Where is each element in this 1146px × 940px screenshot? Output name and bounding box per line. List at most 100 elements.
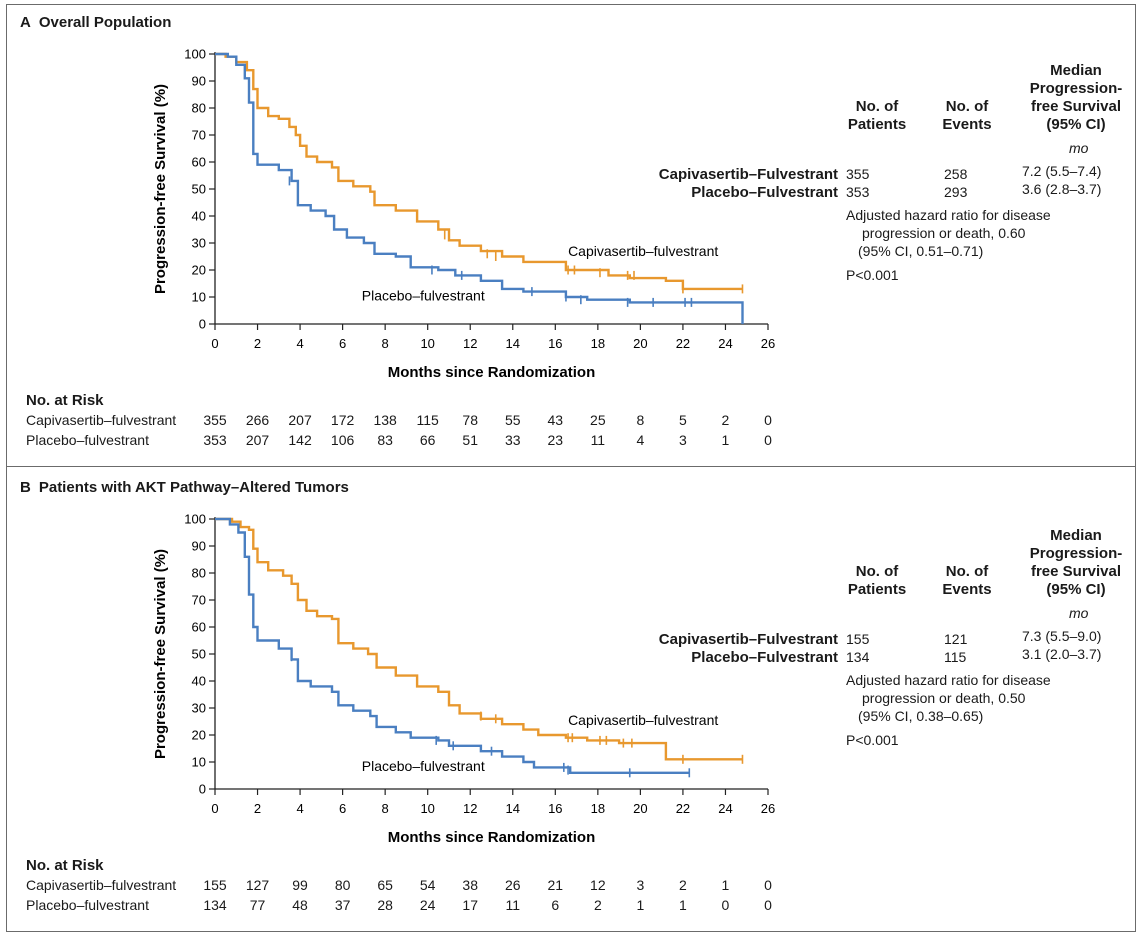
y-tick-label: 10 xyxy=(192,290,206,305)
risk-table-title: No. at Risk xyxy=(26,857,104,874)
risk-value: 25 xyxy=(590,412,606,428)
y-tick-label: 0 xyxy=(199,317,206,332)
x-tick-label: 16 xyxy=(548,801,562,816)
y-tick-label: 40 xyxy=(192,674,206,689)
figure-frame xyxy=(6,4,1136,932)
summary-row-median: 3.6 (2.8–3.7) xyxy=(1022,181,1102,197)
risk-value: 1 xyxy=(721,877,730,893)
risk-value: 43 xyxy=(547,412,564,428)
hazard-ratio-text: Adjusted hazard ratio for disease xyxy=(846,672,1051,688)
risk-value: 355 xyxy=(203,412,227,428)
risk-value: 5 xyxy=(679,412,687,428)
hazard-ratio-text: (95% CI, 0.38–0.65) xyxy=(858,708,984,724)
y-tick-label: 70 xyxy=(192,128,206,143)
y-tick-label: 10 xyxy=(192,755,206,770)
risk-value: 2 xyxy=(721,412,730,428)
x-tick-label: 18 xyxy=(591,336,605,351)
risk-row-label: Capivasertib–fulvestrant xyxy=(26,877,177,893)
x-tick-label: 6 xyxy=(339,801,346,816)
summary-row-median: 7.2 (5.5–7.4) xyxy=(1022,163,1102,179)
p-value: P<0.001 xyxy=(846,732,899,748)
risk-value: 8 xyxy=(636,412,645,428)
risk-row-label: Placebo–fulvestrant xyxy=(26,897,149,913)
risk-value: 48 xyxy=(292,897,308,913)
panel-letter: B xyxy=(20,479,31,496)
y-tick-label: 80 xyxy=(192,101,206,116)
x-tick-label: 4 xyxy=(296,801,303,816)
x-tick-label: 2 xyxy=(254,336,261,351)
header-events: No. of Events xyxy=(922,563,1012,599)
y-tick-label: 70 xyxy=(192,593,206,608)
risk-value: 83 xyxy=(377,432,393,448)
summary-row-events: 293 xyxy=(944,184,968,200)
risk-value: 106 xyxy=(330,432,355,448)
x-tick-label: 14 xyxy=(506,801,520,816)
x-tick-label: 4 xyxy=(296,336,303,351)
summary-row-median: 7.3 (5.5–9.0) xyxy=(1022,628,1102,644)
risk-value: 2 xyxy=(679,877,687,893)
risk-value: 33 xyxy=(504,432,521,448)
risk-value: 142 xyxy=(288,432,312,448)
y-tick-label: 30 xyxy=(192,701,206,716)
series-annotation: Capivasertib–fulvestrant xyxy=(568,243,718,259)
header-patients-line: No. of xyxy=(855,563,899,580)
summary-row-events: 121 xyxy=(944,631,968,647)
x-tick-label: 26 xyxy=(761,801,775,816)
series-line-placebo xyxy=(215,52,744,324)
risk-value: 155 xyxy=(203,877,227,893)
header-median-pfs-line: (95% CI) xyxy=(1046,116,1106,133)
risk-value: 1 xyxy=(721,432,730,448)
x-tick-label: 6 xyxy=(339,336,346,351)
y-tick-label: 50 xyxy=(192,182,206,197)
x-tick-label: 0 xyxy=(211,336,218,351)
header-events-line: Events xyxy=(942,116,992,133)
y-tick-label: 100 xyxy=(184,512,206,527)
panel-title-text: Patients with AKT Pathway–Altered Tumors xyxy=(38,479,349,496)
risk-table-title: No. at Risk xyxy=(26,392,104,409)
summary-row-name: Placebo–Fulvestrant xyxy=(691,184,838,201)
risk-value: 26 xyxy=(504,877,521,893)
risk-value: 172 xyxy=(330,412,355,428)
summary-row-name: Placebo–Fulvestrant xyxy=(691,649,838,666)
y-tick-label: 90 xyxy=(192,539,206,554)
risk-value: 11 xyxy=(590,432,606,448)
y-tick-label: 20 xyxy=(192,263,206,278)
x-axis-label: Months since Randomization xyxy=(388,829,596,846)
risk-value: 17 xyxy=(462,897,478,913)
risk-value: 3 xyxy=(679,432,687,448)
x-tick-label: 10 xyxy=(420,801,434,816)
panel-title-text: Overall Population xyxy=(38,14,172,31)
x-axis-label: Months since Randomization xyxy=(388,364,596,381)
risk-value: 78 xyxy=(462,412,478,428)
y-tick-label: 50 xyxy=(192,647,206,662)
series-line-capivasertib xyxy=(215,517,743,761)
y-tick-label: 100 xyxy=(184,47,206,62)
risk-value: 2 xyxy=(593,897,602,913)
risk-value: 66 xyxy=(419,432,436,448)
x-tick-label: 8 xyxy=(382,801,389,816)
panel-divider xyxy=(6,466,1136,467)
summary-row-median: 3.1 (2.0–3.7) xyxy=(1022,646,1102,662)
x-tick-label: 24 xyxy=(718,801,732,816)
x-tick-label: 16 xyxy=(548,336,562,351)
risk-value: 353 xyxy=(203,432,227,448)
hazard-ratio-text: progression or death, 0.50 xyxy=(862,690,1026,706)
x-tick-label: 10 xyxy=(420,336,434,351)
header-patients: No. of Patients xyxy=(832,98,922,134)
hazard-ratio-text: (95% CI, 0.51–0.71) xyxy=(858,243,984,259)
risk-value: 21 xyxy=(547,877,564,893)
series-annotation: Capivasertib–fulvestrant xyxy=(568,712,718,728)
risk-value: 6 xyxy=(551,897,560,913)
header-events-line: No. of xyxy=(945,563,989,580)
risk-value: 0 xyxy=(764,877,772,893)
risk-value: 0 xyxy=(764,897,772,913)
header-events: No. of Events xyxy=(922,98,1012,134)
hazard-ratio-text: Adjusted hazard ratio for disease xyxy=(846,207,1051,223)
y-tick-label: 60 xyxy=(192,620,206,635)
series-annotation: Placebo–fulvestrant xyxy=(362,288,485,304)
header-median-pfs-line: (95% CI) xyxy=(1046,581,1106,598)
y-tick-label: 90 xyxy=(192,74,206,89)
header-median-pfs-line: Median xyxy=(1050,527,1102,544)
